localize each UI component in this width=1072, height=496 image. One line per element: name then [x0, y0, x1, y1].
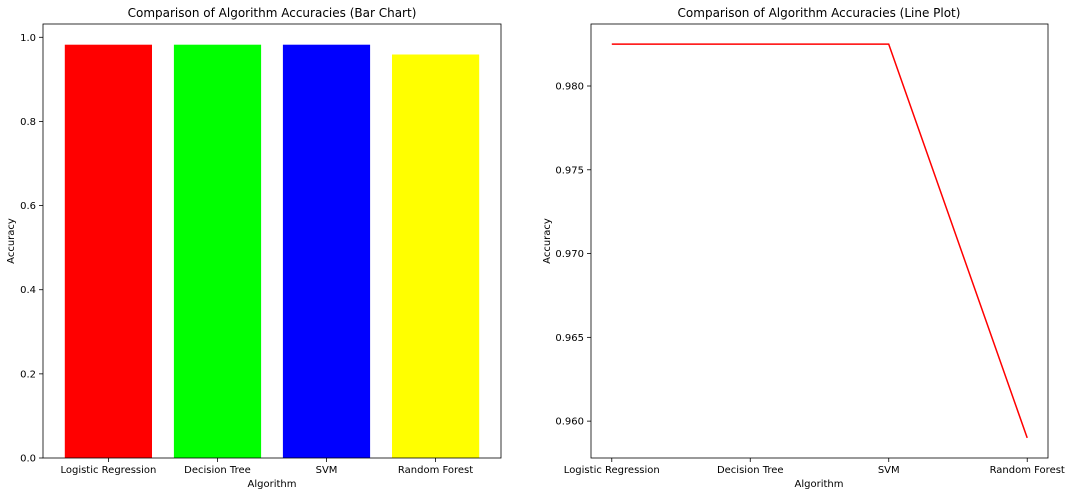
- y-tick-label: 0.8: [20, 117, 36, 128]
- line-chart-x-axis-label: Algorithm: [795, 479, 844, 490]
- x-tick-label: Random Forest: [398, 465, 473, 476]
- line-chart-title: Comparison of Algorithm Accuracies (Line…: [678, 6, 961, 20]
- y-tick-label: 0.965: [555, 333, 584, 344]
- line-chart-frame: [590, 23, 1049, 459]
- bar-logistic-regression: [64, 44, 152, 458]
- bar-chart: Comparison of Algorithm Accuracies (Bar …: [6, 6, 502, 490]
- bar-chart-ticks: Logistic Regression Decision Tree SVM Rando…: [20, 33, 473, 476]
- y-tick-label: 0.2: [20, 369, 36, 380]
- bar-chart-x-axis-label: Algorithm: [248, 479, 297, 490]
- bar-chart-y-axis-label: Accuracy: [6, 218, 17, 264]
- x-tick-label: SVM: [878, 465, 900, 476]
- y-tick-label: 1.0: [20, 33, 36, 44]
- bar-chart-marks: [64, 44, 480, 458]
- y-tick-label: 0.980: [555, 82, 584, 93]
- y-tick-label: 0.4: [20, 285, 36, 296]
- x-tick-label: SVM: [316, 465, 338, 476]
- bar-chart-frame: [42, 23, 502, 459]
- y-tick-label: 0.960: [555, 417, 584, 428]
- line-chart-marks: [611, 43, 1028, 439]
- x-tick-label: Random Forest: [990, 465, 1065, 476]
- bar-decision-tree: [173, 44, 262, 458]
- x-tick-label: Logistic Regression: [564, 465, 660, 476]
- line-chart-y-axis-label: Accuracy: [542, 218, 553, 264]
- accuracy-line: [611, 43, 1028, 439]
- y-tick-label: 0.975: [555, 165, 584, 176]
- x-tick-label: Decision Tree: [184, 465, 251, 476]
- bar-chart-title: Comparison of Algorithm Accuracies (Bar …: [128, 6, 417, 20]
- line-chart-ticks: Logistic Regression Decision Tree SVM Rando…: [555, 82, 1065, 477]
- y-tick-label: 0.970: [555, 249, 584, 260]
- x-tick-label: Logistic Regression: [60, 465, 156, 476]
- bar-random-forest: [392, 54, 480, 458]
- x-tick-label: Decision Tree: [717, 465, 784, 476]
- bar-svm: [282, 44, 371, 458]
- y-tick-label: 0.6: [20, 201, 36, 212]
- line-chart: Comparison of Algorithm Accuracies (Line…: [542, 6, 1065, 490]
- y-tick-label: 0.0: [20, 454, 36, 465]
